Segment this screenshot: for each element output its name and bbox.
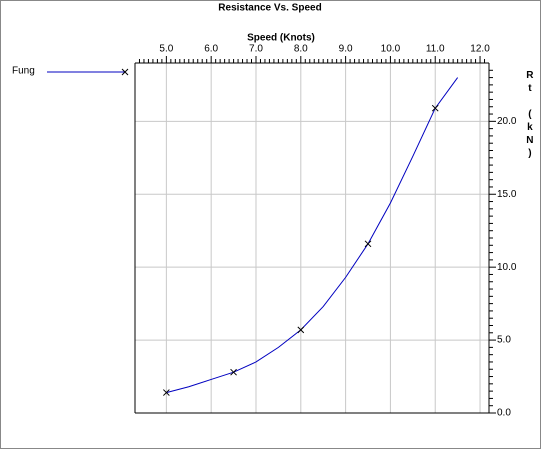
y-tick-label: 20.0	[497, 116, 517, 127]
x-tick-label: 11.0	[426, 44, 445, 55]
chart-title: Resistance Vs. Speed	[218, 3, 321, 14]
marker	[297, 326, 305, 334]
y-axis-label: Rt (kN)	[524, 70, 535, 161]
marker	[364, 240, 372, 248]
x-axis-label: Speed (Knots)	[247, 33, 315, 44]
marker	[121, 68, 129, 76]
marker	[431, 104, 439, 112]
x-tick-label: 10.0	[381, 44, 401, 55]
y-tick-label: 15.0	[497, 189, 517, 200]
legend-label: Fung	[12, 66, 35, 77]
series-line	[166, 77, 459, 394]
y-tick-label: 0.0	[497, 408, 511, 419]
marker	[230, 368, 237, 376]
x-tick-label: 12.0	[470, 44, 490, 55]
x-tick-label: 5.0	[159, 44, 173, 55]
x-tick-label: 8.0	[294, 44, 308, 55]
x-tick-label: 9.0	[339, 44, 353, 55]
marker	[163, 389, 170, 396]
x-tick-label: 7.0	[249, 44, 263, 55]
x-tick-label: 6.0	[204, 44, 218, 55]
y-tick-label: 10.0	[497, 262, 517, 273]
y-tick-label: 5.0	[497, 335, 511, 346]
